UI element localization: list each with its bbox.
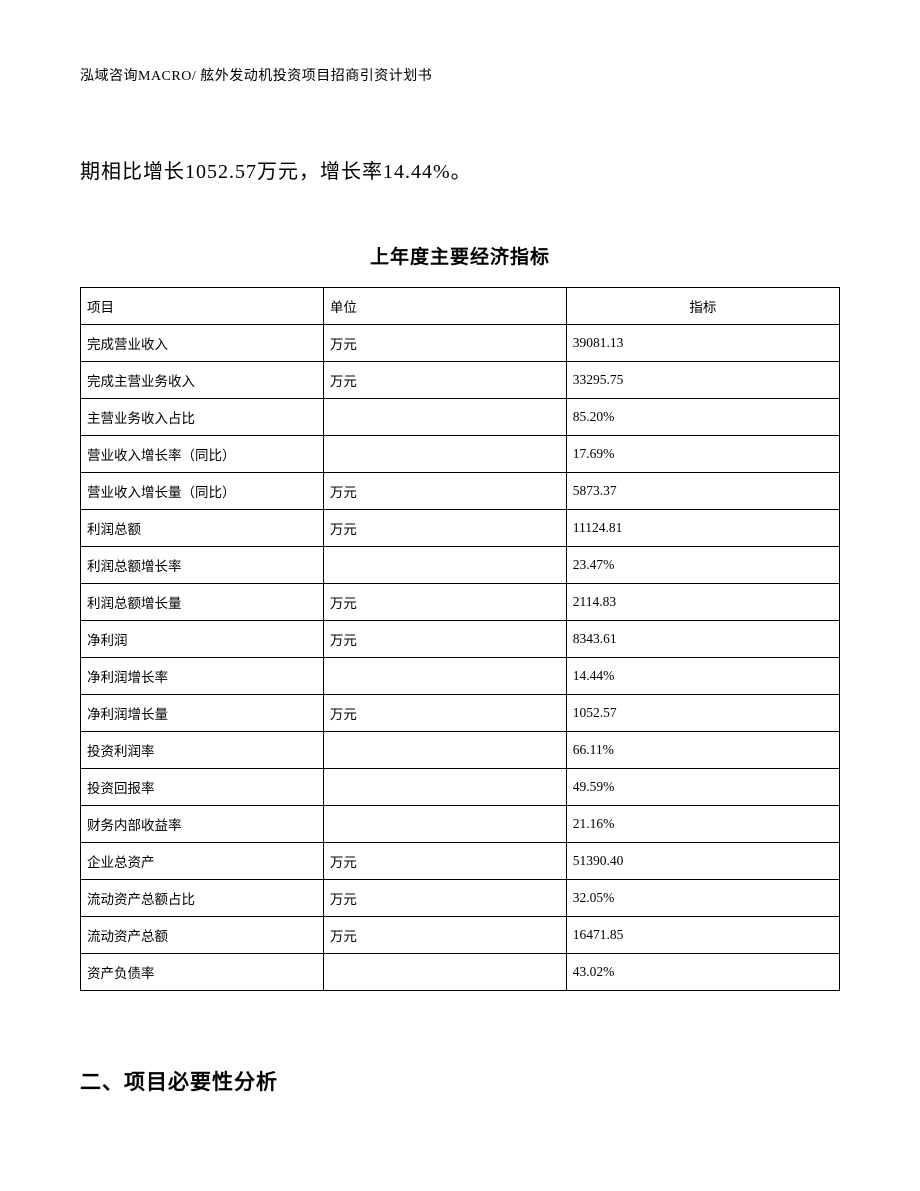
table-cell: 万元 [323, 917, 566, 954]
table-cell: 万元 [323, 584, 566, 621]
table-cell: 营业收入增长率（同比） [81, 436, 324, 473]
table-cell: 万元 [323, 362, 566, 399]
table-row: 利润总额万元11124.81 [81, 510, 840, 547]
table-row: 净利润增长率 14.44% [81, 658, 840, 695]
table-cell [323, 954, 566, 991]
table-row: 企业总资产万元51390.40 [81, 843, 840, 880]
body-paragraph: 期相比增长1052.57万元，增长率14.44%。 [80, 155, 840, 184]
table-cell: 主营业务收入占比 [81, 399, 324, 436]
table-row: 利润总额增长率 23.47% [81, 547, 840, 584]
table-header-cell: 指标 [566, 288, 839, 325]
table-title: 上年度主要经济指标 [80, 242, 840, 269]
table-cell: 5873.37 [566, 473, 839, 510]
table-cell: 万元 [323, 880, 566, 917]
table-row: 主营业务收入占比 85.20% [81, 399, 840, 436]
table-row: 完成营业收入万元39081.13 [81, 325, 840, 362]
table-cell [323, 806, 566, 843]
table-cell: 85.20% [566, 399, 839, 436]
table-row: 资产负债率 43.02% [81, 954, 840, 991]
table-cell: 利润总额增长率 [81, 547, 324, 584]
table-cell: 流动资产总额 [81, 917, 324, 954]
table-cell: 企业总资产 [81, 843, 324, 880]
table-row: 财务内部收益率 21.16% [81, 806, 840, 843]
table-cell: 利润总额 [81, 510, 324, 547]
table-cell: 营业收入增长量（同比） [81, 473, 324, 510]
table-cell: 投资利润率 [81, 732, 324, 769]
table-cell: 8343.61 [566, 621, 839, 658]
table-cell: 16471.85 [566, 917, 839, 954]
table-header-cell: 项目 [81, 288, 324, 325]
table-cell: 净利润增长量 [81, 695, 324, 732]
table-cell: 21.16% [566, 806, 839, 843]
section-heading: 二、项目必要性分析 [80, 1066, 840, 1096]
table-header-row: 项目 单位 指标 [81, 288, 840, 325]
table-cell: 14.44% [566, 658, 839, 695]
table-cell [323, 399, 566, 436]
table-row: 完成主营业务收入万元33295.75 [81, 362, 840, 399]
table-cell: 万元 [323, 843, 566, 880]
page-header: 泓域咨询MACRO/ 舷外发动机投资项目招商引资计划书 [80, 65, 840, 85]
table-cell: 39081.13 [566, 325, 839, 362]
table-cell: 财务内部收益率 [81, 806, 324, 843]
economic-indicators-table: 项目 单位 指标 完成营业收入万元39081.13完成主营业务收入万元33295… [80, 287, 840, 991]
table-row: 利润总额增长量万元2114.83 [81, 584, 840, 621]
table-cell: 利润总额增长量 [81, 584, 324, 621]
table-cell: 1052.57 [566, 695, 839, 732]
table-cell [323, 658, 566, 695]
table-cell: 11124.81 [566, 510, 839, 547]
table-cell: 完成主营业务收入 [81, 362, 324, 399]
table-row: 流动资产总额万元16471.85 [81, 917, 840, 954]
table-cell: 净利润 [81, 621, 324, 658]
table-cell [323, 436, 566, 473]
table-cell: 43.02% [566, 954, 839, 991]
table-cell: 万元 [323, 510, 566, 547]
table-cell: 投资回报率 [81, 769, 324, 806]
table-cell: 万元 [323, 325, 566, 362]
table-cell [323, 769, 566, 806]
table-row: 营业收入增长量（同比）万元5873.37 [81, 473, 840, 510]
table-row: 净利润增长量万元1052.57 [81, 695, 840, 732]
table-cell: 2114.83 [566, 584, 839, 621]
table-cell: 32.05% [566, 880, 839, 917]
table-cell: 17.69% [566, 436, 839, 473]
table-row: 营业收入增长率（同比） 17.69% [81, 436, 840, 473]
table-cell: 万元 [323, 621, 566, 658]
table-cell: 净利润增长率 [81, 658, 324, 695]
table-cell: 流动资产总额占比 [81, 880, 324, 917]
table-cell: 资产负债率 [81, 954, 324, 991]
table-row: 净利润万元8343.61 [81, 621, 840, 658]
table-row: 流动资产总额占比万元32.05% [81, 880, 840, 917]
table-cell: 66.11% [566, 732, 839, 769]
table-body: 完成营业收入万元39081.13完成主营业务收入万元33295.75主营业务收入… [81, 325, 840, 991]
table-cell: 完成营业收入 [81, 325, 324, 362]
table-cell: 23.47% [566, 547, 839, 584]
table-cell: 49.59% [566, 769, 839, 806]
table-cell: 万元 [323, 473, 566, 510]
table-cell [323, 732, 566, 769]
table-cell: 33295.75 [566, 362, 839, 399]
table-cell [323, 547, 566, 584]
table-header-cell: 单位 [323, 288, 566, 325]
table-row: 投资回报率 49.59% [81, 769, 840, 806]
table-cell: 51390.40 [566, 843, 839, 880]
table-cell: 万元 [323, 695, 566, 732]
table-row: 投资利润率 66.11% [81, 732, 840, 769]
